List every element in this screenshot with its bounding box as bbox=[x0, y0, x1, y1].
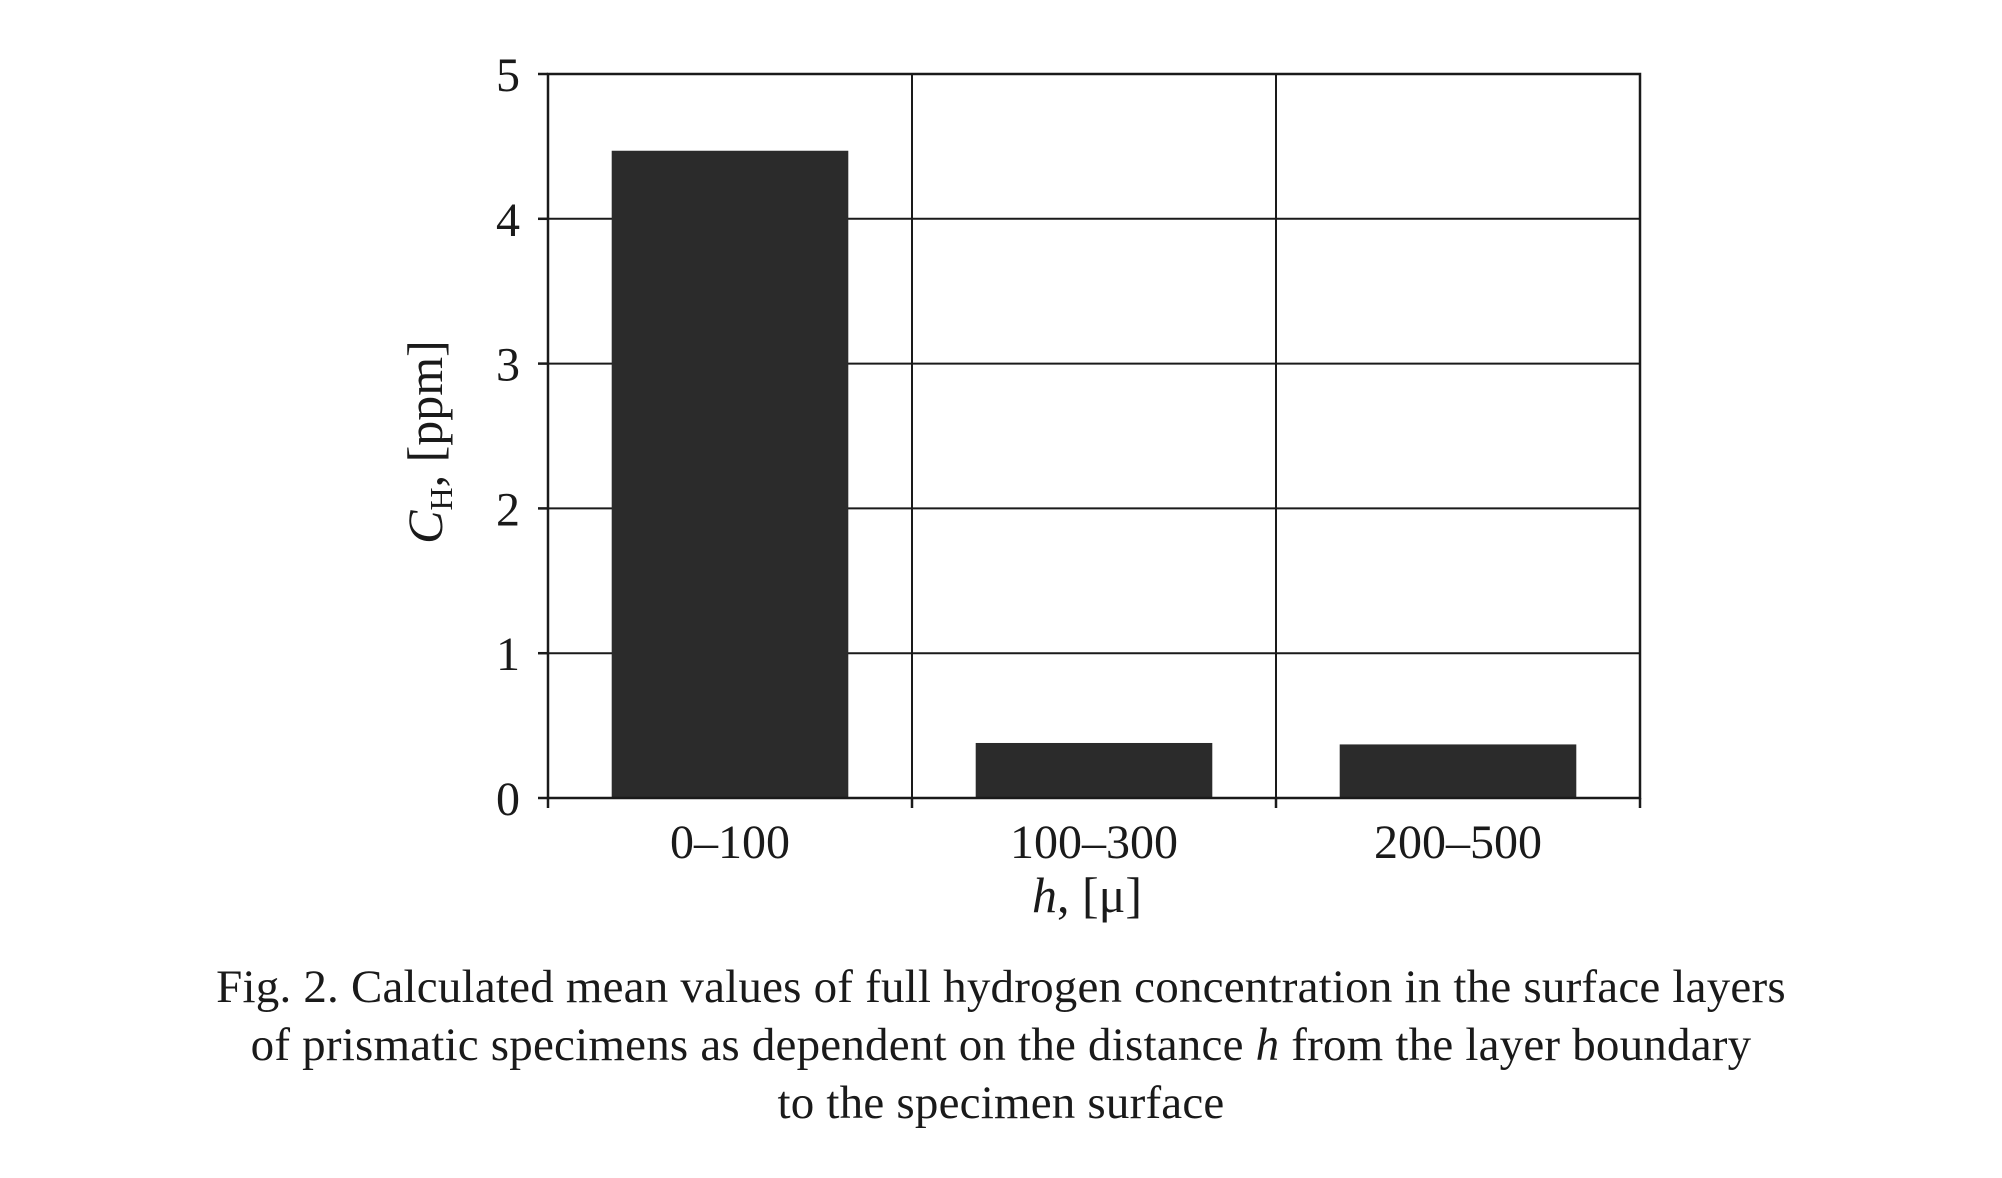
caption-line-3: to the specimen surface bbox=[777, 1077, 1225, 1129]
y-tick-label: 3 bbox=[496, 339, 520, 392]
y-tick-label: 0 bbox=[496, 773, 520, 826]
x-axis-label: h, [μ] bbox=[1032, 867, 1142, 923]
bar-1 bbox=[611, 150, 849, 798]
bars bbox=[611, 150, 1577, 798]
x-axis-ticks: 0–100 100–300 200–500 bbox=[546, 798, 1642, 869]
x-tick-label: 100–300 bbox=[1010, 816, 1178, 869]
y-axis-ticks: 0 1 2 3 4 5 bbox=[496, 49, 548, 826]
caption-symbol-h: h bbox=[1255, 1019, 1280, 1071]
x-tick-label: 0–100 bbox=[670, 816, 790, 869]
caption-line-2: of prismatic specimens as dependent on t… bbox=[250, 1019, 1752, 1071]
y-axis-label: CH, [ppm] bbox=[397, 340, 459, 544]
bar-3 bbox=[1339, 744, 1577, 798]
bar-2 bbox=[975, 742, 1213, 798]
y-tick-label: 2 bbox=[496, 483, 520, 536]
figure-caption: Fig. 2. Calculated mean values of full h… bbox=[0, 958, 2002, 1132]
y-tick-label: 1 bbox=[496, 628, 520, 681]
y-tick-label: 4 bbox=[496, 194, 520, 247]
bar-chart: 0 1 2 3 4 5 0–100 100–300 200–500 CH, [ppm] h, … bbox=[397, 49, 1642, 923]
plot-frame bbox=[546, 72, 1642, 800]
x-tick-label: 200–500 bbox=[1374, 816, 1542, 869]
y-tick-label: 5 bbox=[496, 49, 520, 102]
plot-border bbox=[546, 72, 1642, 800]
caption-line-1: Fig. 2. Calculated mean values of full h… bbox=[216, 961, 1786, 1013]
